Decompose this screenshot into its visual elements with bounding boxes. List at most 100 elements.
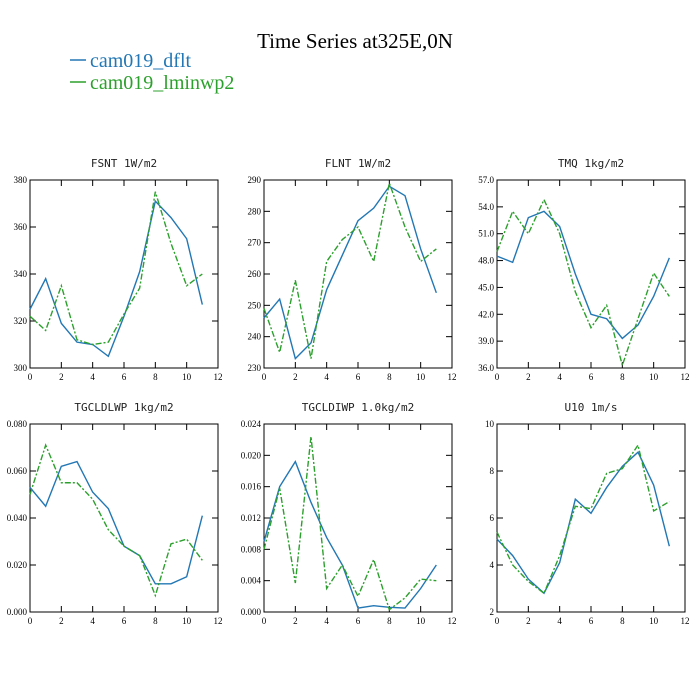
x-tick-label: 8	[387, 616, 392, 626]
y-tick-label: 250	[248, 300, 262, 310]
x-tick-label: 10	[649, 616, 659, 626]
x-tick-label: 10	[182, 616, 192, 626]
x-tick-label: 10	[416, 372, 426, 382]
x-tick-label: 4	[324, 616, 329, 626]
panel-title: TGCLDIWP 1.0kg/m2	[302, 401, 415, 414]
x-tick-label: 6	[356, 372, 361, 382]
x-tick-label: 4	[90, 616, 95, 626]
y-tick-label: 340	[14, 269, 28, 279]
plot-frame	[263, 179, 453, 369]
series-line	[29, 443, 203, 598]
x-tick-label: 2	[526, 372, 531, 382]
series-line	[29, 191, 203, 346]
y-tick-label: 0.008	[241, 544, 262, 554]
x-tick-label: 0	[28, 616, 33, 626]
x-tick-label: 8	[153, 372, 158, 382]
y-tick-label: 0.080	[7, 419, 28, 429]
series-line	[263, 185, 437, 360]
y-tick-label: 39.0	[478, 336, 494, 346]
y-tick-label: 54.0	[478, 202, 494, 212]
series-line	[29, 460, 204, 585]
y-tick-label: 0.000	[241, 607, 262, 617]
series-line	[496, 210, 670, 340]
y-tick-label: 4	[490, 560, 495, 570]
x-tick-label: 12	[214, 616, 223, 626]
x-tick-label: 0	[495, 616, 500, 626]
x-tick-label: 6	[589, 616, 594, 626]
y-tick-label: 36.0	[478, 363, 494, 373]
page-title: Time Series at325E,0N	[257, 29, 453, 53]
legend-label: cam019_dflt	[90, 50, 192, 72]
x-tick-label: 2	[59, 616, 64, 626]
x-tick-label: 2	[526, 616, 531, 626]
y-tick-label: 48.0	[478, 256, 494, 266]
panel-title: FLNT 1W/m2	[325, 157, 391, 170]
y-tick-label: 380	[14, 175, 28, 185]
x-tick-label: 12	[681, 372, 690, 382]
plot-frame	[29, 423, 219, 613]
x-tick-label: 4	[90, 372, 95, 382]
x-tick-label: 8	[387, 372, 392, 382]
y-tick-label: 280	[248, 206, 262, 216]
plot-frame	[496, 179, 686, 369]
plot-frame	[29, 179, 219, 369]
y-tick-label: 0.004	[241, 576, 262, 586]
series-line	[496, 443, 670, 595]
series-line	[263, 460, 437, 609]
x-tick-label: 6	[356, 616, 361, 626]
x-tick-label: 6	[589, 372, 594, 382]
x-tick-label: 0	[28, 372, 33, 382]
y-tick-label: 320	[14, 316, 28, 326]
x-tick-label: 0	[262, 616, 267, 626]
y-tick-label: 300	[14, 363, 28, 373]
x-tick-label: 8	[620, 616, 625, 626]
y-tick-label: 230	[248, 363, 262, 373]
x-tick-label: 12	[448, 616, 457, 626]
y-tick-label: 0.000	[7, 607, 28, 617]
x-tick-label: 2	[293, 372, 298, 382]
y-tick-label: 51.0	[478, 229, 494, 239]
y-tick-label: 0.024	[241, 419, 262, 429]
series-line	[496, 451, 671, 595]
x-tick-label: 10	[182, 372, 192, 382]
panel-title: TMQ 1kg/m2	[558, 157, 624, 170]
x-tick-label: 12	[681, 616, 690, 626]
x-tick-label: 6	[122, 616, 127, 626]
y-tick-label: 45.0	[478, 282, 494, 292]
x-tick-label: 0	[495, 372, 500, 382]
y-tick-label: 290	[248, 175, 262, 185]
x-tick-label: 12	[448, 372, 457, 382]
plot-frame	[496, 423, 686, 613]
x-tick-label: 10	[416, 616, 426, 626]
x-tick-label: 0	[262, 372, 267, 382]
series-line	[496, 198, 670, 368]
y-tick-label: 270	[248, 238, 262, 248]
x-tick-label: 4	[557, 372, 562, 382]
y-tick-label: 260	[248, 269, 262, 279]
x-tick-label: 4	[324, 372, 329, 382]
x-tick-label: 2	[59, 372, 64, 382]
x-tick-label: 2	[293, 616, 298, 626]
panel-title: FSNT 1W/m2	[91, 157, 157, 170]
x-tick-label: 4	[557, 616, 562, 626]
series-line	[29, 199, 204, 358]
y-tick-label: 240	[248, 332, 262, 342]
y-tick-label: 0.020	[241, 450, 262, 460]
series-line	[263, 180, 437, 359]
x-tick-label: 8	[153, 616, 158, 626]
panel-title: U10 1m/s	[565, 401, 618, 414]
y-tick-label: 42.0	[478, 309, 494, 319]
series-line	[263, 436, 437, 611]
x-tick-label: 6	[122, 372, 127, 382]
legend-label: cam019_lminwp2	[90, 72, 234, 94]
y-tick-label: 0.016	[241, 482, 262, 492]
y-tick-label: 0.020	[7, 560, 28, 570]
y-tick-label: 0.060	[7, 466, 28, 476]
y-tick-label: 0.040	[7, 513, 28, 523]
y-tick-label: 10	[485, 419, 495, 429]
x-tick-label: 12	[214, 372, 223, 382]
x-tick-label: 8	[620, 372, 625, 382]
y-tick-label: 8	[490, 466, 495, 476]
y-tick-label: 57.0	[478, 175, 494, 185]
